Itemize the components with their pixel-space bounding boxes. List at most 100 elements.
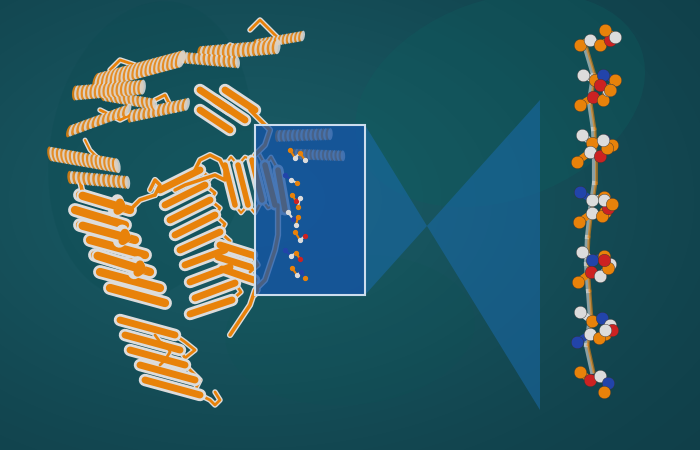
Ellipse shape	[220, 55, 225, 67]
Ellipse shape	[278, 35, 282, 45]
Ellipse shape	[120, 65, 129, 83]
Ellipse shape	[127, 81, 133, 96]
Ellipse shape	[132, 109, 139, 122]
Ellipse shape	[279, 130, 285, 142]
Ellipse shape	[78, 85, 85, 100]
Ellipse shape	[148, 98, 153, 109]
Ellipse shape	[215, 54, 220, 67]
Ellipse shape	[102, 112, 108, 124]
Ellipse shape	[130, 109, 136, 122]
Ellipse shape	[99, 113, 106, 126]
Ellipse shape	[80, 85, 87, 100]
Ellipse shape	[47, 147, 54, 162]
Ellipse shape	[265, 37, 270, 48]
Ellipse shape	[164, 54, 173, 71]
Ellipse shape	[129, 81, 135, 95]
Ellipse shape	[152, 99, 158, 110]
Ellipse shape	[84, 153, 90, 168]
Ellipse shape	[133, 80, 139, 95]
Ellipse shape	[267, 36, 272, 47]
Ellipse shape	[150, 98, 155, 110]
Ellipse shape	[300, 129, 305, 141]
Ellipse shape	[157, 104, 163, 117]
Ellipse shape	[197, 53, 202, 65]
Ellipse shape	[100, 89, 106, 101]
Ellipse shape	[120, 176, 125, 189]
Ellipse shape	[80, 152, 86, 167]
Ellipse shape	[214, 45, 220, 59]
Ellipse shape	[328, 150, 332, 161]
Ellipse shape	[99, 174, 105, 187]
Ellipse shape	[222, 44, 228, 59]
Ellipse shape	[210, 54, 215, 66]
Ellipse shape	[144, 59, 153, 76]
Ellipse shape	[307, 129, 312, 141]
Ellipse shape	[318, 128, 323, 140]
Ellipse shape	[122, 176, 127, 189]
Ellipse shape	[199, 46, 206, 61]
Ellipse shape	[322, 150, 326, 161]
Ellipse shape	[337, 150, 341, 161]
Ellipse shape	[136, 96, 141, 108]
Ellipse shape	[153, 57, 162, 74]
Ellipse shape	[136, 61, 144, 79]
Ellipse shape	[100, 83, 106, 98]
Ellipse shape	[205, 54, 210, 66]
Ellipse shape	[183, 52, 188, 64]
Ellipse shape	[252, 41, 258, 56]
Ellipse shape	[109, 91, 115, 103]
Ellipse shape	[125, 94, 130, 106]
Ellipse shape	[139, 80, 146, 94]
Ellipse shape	[274, 39, 281, 54]
Ellipse shape	[234, 43, 241, 58]
Ellipse shape	[262, 40, 268, 55]
Ellipse shape	[80, 172, 85, 185]
Ellipse shape	[164, 102, 170, 115]
Ellipse shape	[125, 176, 130, 189]
Ellipse shape	[130, 94, 135, 106]
Ellipse shape	[94, 84, 100, 99]
Ellipse shape	[125, 104, 132, 116]
Ellipse shape	[177, 50, 186, 68]
Ellipse shape	[98, 83, 104, 98]
Ellipse shape	[99, 156, 106, 171]
Ellipse shape	[117, 106, 124, 119]
Ellipse shape	[274, 36, 279, 46]
Ellipse shape	[135, 80, 141, 95]
Ellipse shape	[225, 255, 475, 405]
Ellipse shape	[146, 58, 155, 76]
Ellipse shape	[316, 149, 320, 160]
Ellipse shape	[102, 174, 108, 187]
Ellipse shape	[127, 110, 134, 123]
Ellipse shape	[109, 82, 116, 97]
Ellipse shape	[286, 130, 291, 142]
Ellipse shape	[232, 56, 237, 68]
Ellipse shape	[179, 99, 185, 112]
Ellipse shape	[81, 119, 88, 132]
Ellipse shape	[239, 42, 246, 57]
Ellipse shape	[284, 34, 288, 44]
Ellipse shape	[134, 62, 142, 79]
Ellipse shape	[227, 43, 233, 58]
Ellipse shape	[298, 31, 303, 42]
Ellipse shape	[85, 172, 90, 185]
Bar	[255, 125, 365, 295]
Ellipse shape	[112, 68, 120, 85]
Ellipse shape	[104, 111, 111, 123]
Ellipse shape	[303, 149, 308, 160]
Ellipse shape	[105, 69, 114, 87]
Ellipse shape	[312, 129, 316, 141]
Ellipse shape	[298, 129, 303, 141]
Ellipse shape	[88, 84, 94, 99]
Ellipse shape	[102, 83, 108, 98]
Ellipse shape	[155, 104, 160, 117]
Ellipse shape	[89, 117, 96, 129]
Ellipse shape	[97, 173, 103, 187]
Ellipse shape	[125, 64, 134, 81]
Ellipse shape	[112, 158, 118, 173]
Ellipse shape	[249, 41, 256, 56]
Ellipse shape	[120, 105, 126, 118]
Ellipse shape	[83, 172, 88, 185]
Ellipse shape	[106, 110, 113, 122]
Ellipse shape	[92, 84, 98, 99]
